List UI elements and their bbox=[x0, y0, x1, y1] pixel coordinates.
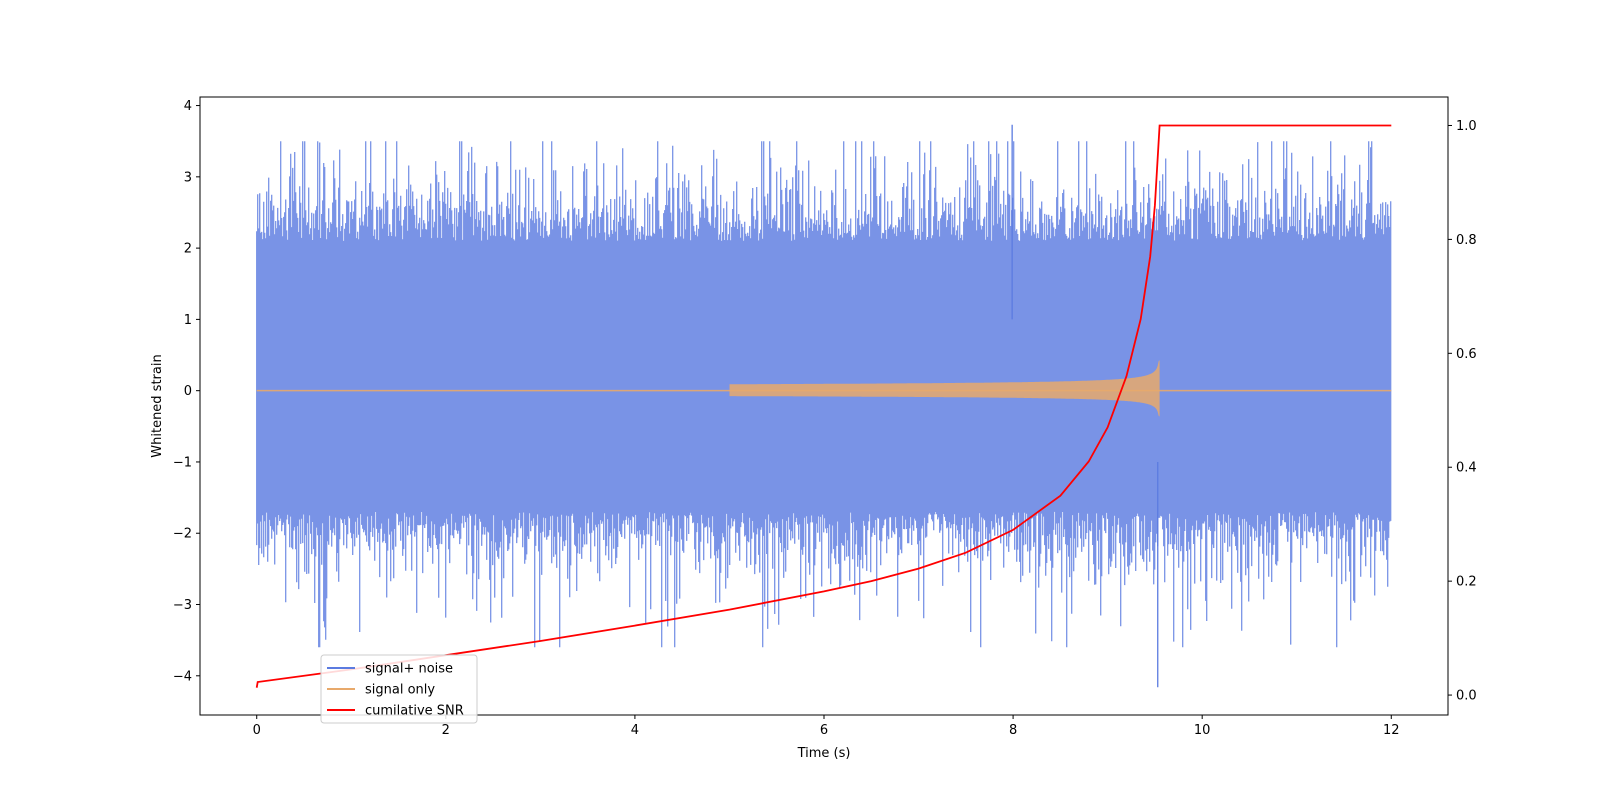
y-tick-label: 4 bbox=[184, 99, 192, 114]
y-tick-label: 3 bbox=[184, 170, 192, 185]
series-cumulative-snr bbox=[255, 124, 1392, 688]
y2-tick-label: 0.6 bbox=[1456, 347, 1477, 362]
x-axis: 0 2 4 6 8 10 12 bbox=[253, 715, 1400, 738]
legend-label: signal only bbox=[365, 683, 435, 698]
x-tick-label: 8 bbox=[1009, 723, 1017, 738]
y-tick-label: 1 bbox=[184, 313, 192, 328]
y-tick-label: −3 bbox=[173, 598, 192, 613]
y2-tick-label: 0.8 bbox=[1456, 233, 1477, 248]
x-tick-label: 12 bbox=[1383, 723, 1400, 738]
y2-tick-label: 1.0 bbox=[1456, 119, 1477, 134]
legend-label: cumilative SNR bbox=[365, 704, 464, 719]
x-tick-label: 10 bbox=[1194, 723, 1211, 738]
series-signal-only-chirp bbox=[729, 355, 1160, 421]
y-tick-label: −4 bbox=[173, 669, 192, 684]
legend: signal+ noise signal only cumilative SNR bbox=[320, 654, 478, 724]
x-tick-label: 0 bbox=[253, 723, 261, 738]
y-axis-left: −4 −3 −2 −1 0 1 2 3 4 bbox=[173, 99, 200, 684]
y2-tick-label: 0.0 bbox=[1456, 689, 1477, 704]
plot-data-layer bbox=[255, 124, 1392, 688]
series-signal-noise bbox=[256, 124, 1392, 688]
y-tick-label: −1 bbox=[173, 455, 192, 470]
legend-label: signal+ noise bbox=[365, 662, 453, 677]
series-signal-only bbox=[256, 355, 1392, 421]
y2-tick-label: 0.2 bbox=[1456, 575, 1477, 590]
y-tick-label: −2 bbox=[173, 527, 192, 542]
y-tick-label: 2 bbox=[184, 242, 192, 257]
y-tick-label: 0 bbox=[184, 384, 192, 399]
x-axis-label: Time (s) bbox=[797, 746, 851, 761]
x-tick-label: 4 bbox=[631, 723, 639, 738]
x-tick-label: 6 bbox=[820, 723, 828, 738]
series-cumulative-snr-line bbox=[255, 124, 1392, 688]
y2-tick-label: 0.4 bbox=[1456, 461, 1477, 476]
y-axis-label: Whitened strain bbox=[150, 354, 165, 457]
legend-box bbox=[320, 654, 478, 724]
y-axis-right: 0.0 0.2 0.4 0.6 0.8 1.0 bbox=[1448, 119, 1477, 704]
x-tick-label: 2 bbox=[442, 723, 450, 738]
